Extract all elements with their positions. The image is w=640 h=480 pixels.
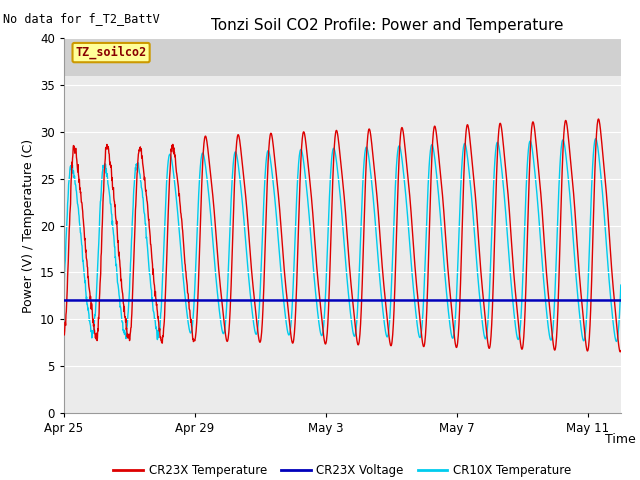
Y-axis label: Power (V) / Temperature (C): Power (V) / Temperature (C) <box>22 139 35 312</box>
Bar <box>64 38 621 76</box>
Title: Tonzi Soil CO2 Profile: Power and Temperature: Tonzi Soil CO2 Profile: Power and Temper… <box>211 18 563 33</box>
Text: TZ_soilco2: TZ_soilco2 <box>76 46 147 60</box>
Legend: CR23X Temperature, CR23X Voltage, CR10X Temperature: CR23X Temperature, CR23X Voltage, CR10X … <box>108 459 577 480</box>
Text: No data for f_T2_BattV: No data for f_T2_BattV <box>3 12 160 25</box>
X-axis label: Time: Time <box>605 433 636 446</box>
